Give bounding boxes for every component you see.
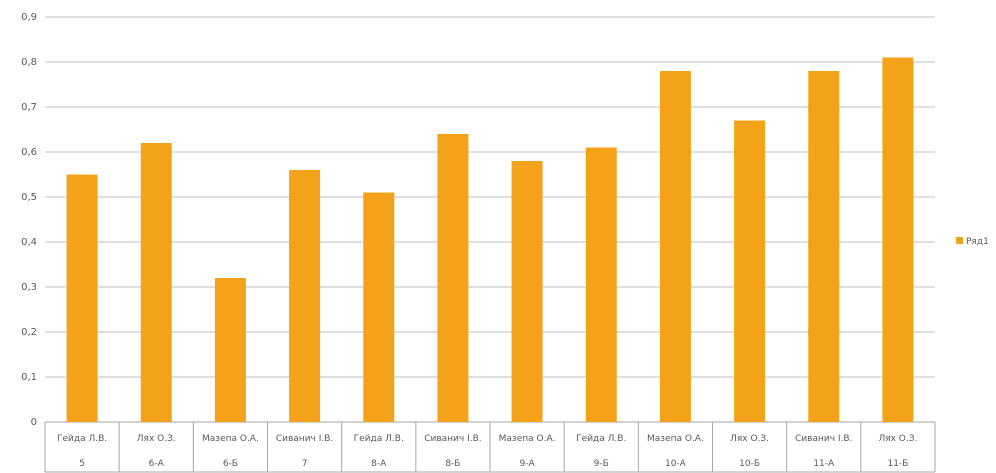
category-label-class: 6-Б (223, 459, 238, 469)
category-label-name: Мазепа О.А. (499, 434, 556, 444)
bar (140, 143, 172, 422)
category-label-class: 9-Б (594, 459, 609, 469)
y-tick-label: 0,4 (21, 237, 37, 248)
y-tick-label: 0,3 (21, 282, 37, 293)
category-label-name: Лях О.З. (878, 434, 917, 444)
category-label-name: Гейда Л.В. (576, 434, 626, 444)
category-label-class: 6-А (149, 459, 165, 469)
bar (363, 192, 395, 422)
category-label-name: Сиванич І.В. (276, 434, 333, 444)
y-tick-label: 0,8 (21, 57, 37, 68)
category-label-class: 11-А (813, 459, 835, 469)
category-label-name: Лях О.З. (730, 434, 769, 444)
bar (289, 170, 321, 422)
bar (808, 71, 840, 422)
y-tick-label: 0,7 (21, 102, 37, 113)
legend-swatch (956, 237, 963, 244)
category-label-name: Гейда Л.В. (354, 434, 404, 444)
y-tick-label: 0,9 (21, 12, 37, 23)
y-tick-label: 0,5 (21, 192, 37, 203)
bar (511, 161, 543, 422)
category-label-name: Мазепа О.А. (202, 434, 259, 444)
bar (66, 174, 98, 422)
category-label-name: Сиванич І.В. (424, 434, 481, 444)
legend-label: Ряд1 (966, 237, 989, 247)
y-tick-label: 0,6 (21, 147, 37, 158)
y-tick-label: 0,2 (21, 327, 37, 338)
bar (437, 134, 469, 422)
y-tick-label: 0,1 (21, 372, 37, 383)
category-label-class: 7 (302, 459, 308, 469)
bar (585, 147, 617, 422)
category-label-name: Лях О.З. (137, 434, 176, 444)
category-label-name: Мазепа О.А. (647, 434, 704, 444)
bar (214, 278, 246, 422)
bar (659, 71, 691, 422)
y-tick-label: 0 (31, 417, 37, 428)
category-label-class: 8-А (371, 459, 387, 469)
category-label-name: Сиванич І.В. (795, 434, 852, 444)
category-label-class: 8-Б (445, 459, 460, 469)
bar (882, 57, 914, 422)
bar (734, 120, 766, 422)
category-label-name: Гейда Л.В. (57, 434, 107, 444)
category-label-class: 9-А (520, 459, 536, 469)
category-label-class: 10-Б (739, 459, 760, 469)
category-label-class: 5 (79, 459, 85, 469)
category-label-class: 10-А (665, 459, 687, 469)
category-label-class: 11-Б (887, 459, 908, 469)
